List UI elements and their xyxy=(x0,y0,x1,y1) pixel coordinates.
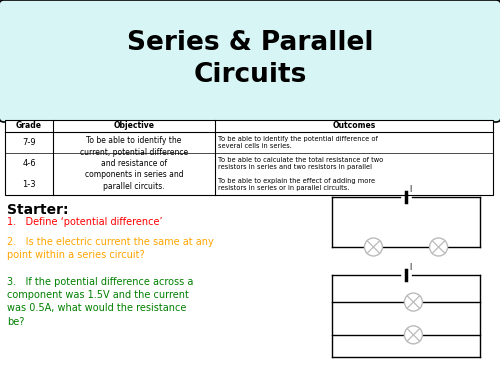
Text: To be able to calculate the total resistance of two
resistors in series and two : To be able to calculate the total resist… xyxy=(218,157,384,170)
Text: 4-6: 4-6 xyxy=(22,159,36,168)
Text: 3.   If the potential difference across a
component was 1.5V and the current
was: 3. If the potential difference across a … xyxy=(7,277,194,327)
Text: Outcomes: Outcomes xyxy=(332,122,376,130)
Text: 1-3: 1-3 xyxy=(22,180,36,189)
Text: I: I xyxy=(409,185,411,194)
Bar xyxy=(5,120,493,195)
Text: Series & Parallel
Circuits: Series & Parallel Circuits xyxy=(127,30,373,87)
Text: I: I xyxy=(409,263,411,272)
Text: 7-9: 7-9 xyxy=(22,138,36,147)
Text: To be able to explain the effect of adding more
resistors in series or in parall: To be able to explain the effect of addi… xyxy=(218,178,375,191)
Text: Starter:: Starter: xyxy=(7,203,68,217)
Text: Objective: Objective xyxy=(114,122,154,130)
Text: 1.   Define ‘potential difference’: 1. Define ‘potential difference’ xyxy=(7,217,162,227)
Text: Grade: Grade xyxy=(16,122,42,130)
Text: To be able to identify the potential difference of
several cells in series.: To be able to identify the potential dif… xyxy=(218,136,378,149)
Circle shape xyxy=(404,293,422,311)
Circle shape xyxy=(404,326,422,344)
Text: 2.   Is the electric current the same at any
point within a series circuit?: 2. Is the electric current the same at a… xyxy=(7,237,214,260)
Text: To be able to identify the
current, potential difference
and resistance of
compo: To be able to identify the current, pote… xyxy=(80,136,188,191)
Circle shape xyxy=(364,238,382,256)
FancyBboxPatch shape xyxy=(0,0,500,122)
Circle shape xyxy=(430,238,448,256)
